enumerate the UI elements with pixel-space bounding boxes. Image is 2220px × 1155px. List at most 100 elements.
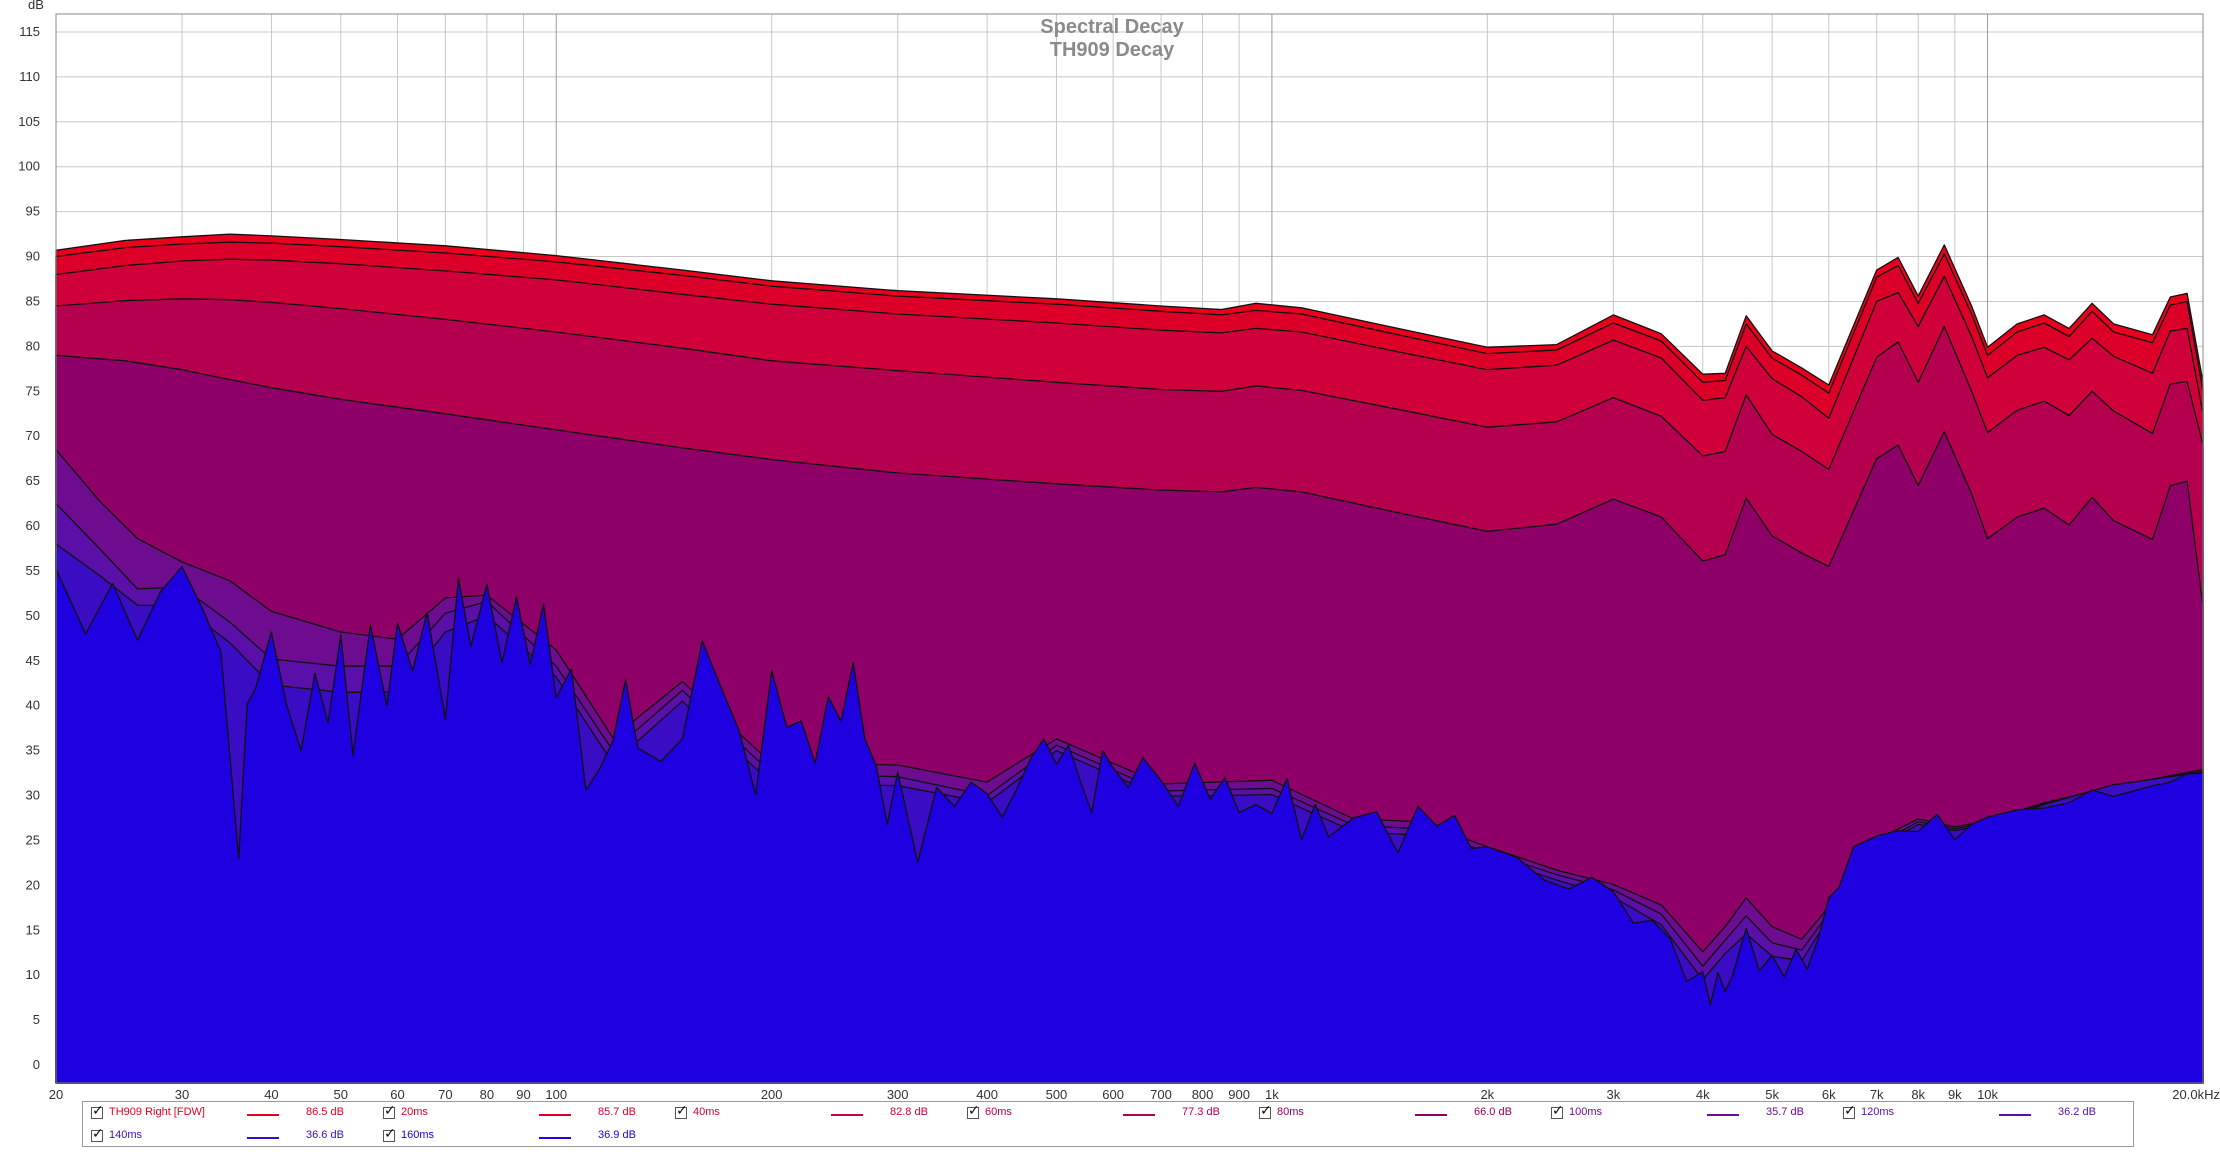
series-area: [55, 565, 2204, 1084]
x-tick-label: 500: [1046, 1087, 1068, 1102]
legend-line-swatch: [247, 1114, 279, 1116]
chart-subtitle: TH909 Decay: [1050, 39, 1175, 61]
x-tick-label: 5k: [1765, 1087, 1779, 1102]
legend-series-name: 60ms: [985, 1106, 1012, 1118]
y-tick-label: 45: [26, 653, 40, 668]
y-tick-label: 15: [26, 922, 40, 937]
legend-value: 86.5 dB: [306, 1106, 344, 1118]
x-tick-label: 600: [1102, 1087, 1124, 1102]
x-tick-label: 1k: [1265, 1087, 1279, 1102]
y-tick-label: 35: [26, 743, 40, 758]
legend: [82, 1101, 2134, 1147]
legend-value: 77.3 dB: [1182, 1106, 1220, 1118]
legend-value: 36.9 dB: [598, 1129, 636, 1141]
y-tick-label: 75: [26, 383, 40, 398]
x-tick-label: 90: [516, 1087, 530, 1102]
legend-series-name: 20ms: [401, 1106, 428, 1118]
legend-checkbox[interactable]: [91, 1103, 104, 1119]
plot-frame: [55, 13, 2204, 1084]
x-tick-label: 70: [438, 1087, 452, 1102]
x-tick-label: 20: [49, 1087, 63, 1102]
chart-title: Spectral Decay: [1040, 16, 1184, 38]
y-tick-label: 60: [26, 518, 40, 533]
x-tick-label: 300: [887, 1087, 909, 1102]
y-tick-label: 115: [19, 24, 40, 39]
x-tick-label: 4k: [1696, 1087, 1710, 1102]
legend-item[interactable]: 160ms 36.9 dB: [374, 1126, 664, 1149]
legend-checkbox[interactable]: [1843, 1103, 1856, 1119]
x-tick-label: 900: [1228, 1087, 1250, 1102]
x-tick-label: 8k: [1911, 1087, 1925, 1102]
x-tick-label: 800: [1192, 1087, 1214, 1102]
x-tick-label: 700: [1150, 1087, 1172, 1102]
legend-series-name: 40ms: [693, 1106, 720, 1118]
x-tick-label: 40: [264, 1087, 278, 1102]
legend-checkbox[interactable]: [91, 1126, 104, 1142]
x-tick-label: 20.0kHz: [2172, 1087, 2220, 1102]
x-tick-label: 60: [390, 1087, 404, 1102]
y-tick-label: 0: [33, 1057, 40, 1072]
x-tick-label: 7k: [1870, 1087, 1884, 1102]
legend-item[interactable]: 100ms 35.7 dB: [1542, 1103, 1832, 1126]
legend-checkbox[interactable]: [383, 1126, 396, 1142]
legend-series-name: 120ms: [1861, 1106, 1895, 1118]
y-tick-label: 50: [26, 608, 40, 623]
legend-row: 140ms 36.6 dB 160ms 36.9 dB: [82, 1126, 2132, 1149]
y-tick-label: 80: [26, 338, 40, 353]
legend-checkbox[interactable]: [1259, 1103, 1272, 1119]
x-tick-label: 9k: [1948, 1087, 1962, 1102]
x-tick-label: 80: [480, 1087, 494, 1102]
legend-item[interactable]: TH909 Right [FDW] 86.5 dB: [82, 1103, 372, 1126]
legend-value: 36.2 dB: [2058, 1106, 2096, 1118]
y-tick-label: 65: [26, 473, 40, 488]
legend-value: 35.7 dB: [1766, 1106, 1804, 1118]
y-axis: 0 5 10 15 20 25 30 35 40 45 50 55 60 65 70 75 80 85 90 95 10…: [18, 24, 40, 1072]
y-tick-label: 100: [18, 159, 40, 174]
y-tick-label: 70: [26, 428, 40, 443]
legend-line-swatch: [1999, 1114, 2031, 1116]
legend-item[interactable]: 40ms 82.8 dB: [666, 1103, 956, 1126]
legend-line-swatch: [539, 1114, 571, 1116]
x-tick-label: 100: [545, 1087, 567, 1102]
x-tick-label: 2k: [1480, 1087, 1494, 1102]
legend-item[interactable]: 140ms 36.6 dB: [82, 1126, 372, 1149]
legend-item[interactable]: 20ms 85.7 dB: [374, 1103, 664, 1126]
legend-series-name: TH909 Right [FDW]: [109, 1106, 205, 1118]
legend-row: TH909 Right [FDW] 86.5 dB 20ms 85.7 dB 40ms 8…: [82, 1103, 2132, 1126]
legend-checkbox[interactable]: [675, 1103, 688, 1119]
legend-checkbox[interactable]: [1551, 1103, 1564, 1119]
x-tick-label: 6k: [1822, 1087, 1836, 1102]
y-tick-label: 105: [18, 114, 40, 129]
legend-item[interactable]: 60ms 77.3 dB: [958, 1103, 1248, 1126]
legend-series-name: 80ms: [1277, 1106, 1304, 1118]
legend-series-name: 160ms: [401, 1129, 435, 1141]
y-tick-label: 40: [26, 698, 40, 713]
y-tick-label: 5: [33, 1012, 40, 1027]
legend-line-swatch: [247, 1137, 279, 1139]
x-tick-label: 3k: [1606, 1087, 1620, 1102]
x-tick-label: 30: [175, 1087, 189, 1102]
legend-value: 82.8 dB: [890, 1106, 928, 1118]
legend-checkbox[interactable]: [967, 1103, 980, 1119]
legend-value: 85.7 dB: [598, 1106, 636, 1118]
legend-line-swatch: [831, 1114, 863, 1116]
decay-areas: [55, 233, 2204, 1084]
legend-line-swatch: [1415, 1114, 1447, 1116]
y-tick-label: 10: [26, 967, 40, 982]
y-tick-label: 25: [26, 832, 40, 847]
legend-series-name: 140ms: [109, 1129, 143, 1141]
legend-value: 66.0 dB: [1474, 1106, 1512, 1118]
y-tick-label: 30: [26, 788, 40, 803]
legend-line-swatch: [1707, 1114, 1739, 1116]
legend-line-swatch: [1123, 1114, 1155, 1116]
legend-item[interactable]: 120ms 36.2 dB: [1834, 1103, 2124, 1126]
legend-series-name: 100ms: [1569, 1106, 1603, 1118]
legend-item[interactable]: 80ms 66.0 dB: [1250, 1103, 1540, 1126]
legend-checkbox[interactable]: [383, 1103, 396, 1119]
y-tick-label: 110: [19, 69, 40, 84]
y-tick-label: 20: [26, 877, 40, 892]
y-tick-label: 95: [26, 204, 40, 219]
y-tick-label: 90: [26, 249, 40, 264]
